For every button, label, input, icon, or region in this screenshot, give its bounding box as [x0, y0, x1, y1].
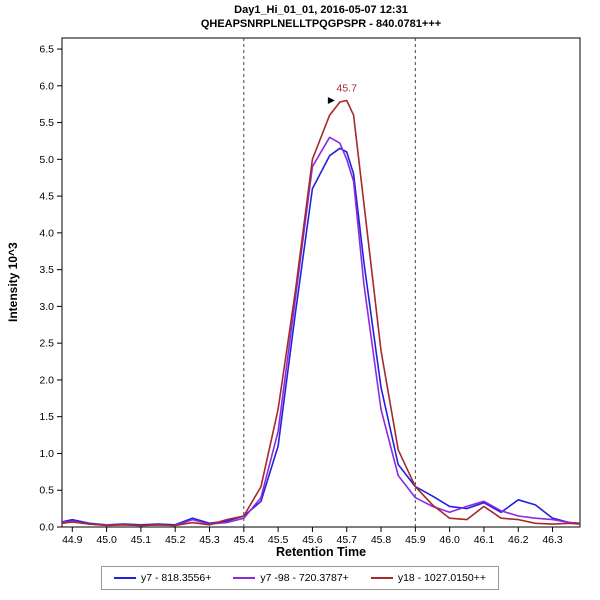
- y-tick-label: 3.5: [39, 264, 54, 276]
- y-tick-label: 4.5: [39, 191, 54, 203]
- peak-rt-annotation: 45.7: [337, 83, 358, 95]
- x-tick-label: 46.2: [508, 534, 529, 546]
- legend-item-y7-98: y7 -98 - 720.3787+: [233, 572, 349, 584]
- legend-swatch-y18: [370, 577, 393, 579]
- y-tick-label: 4.0: [39, 227, 54, 239]
- x-tick-label: 45.1: [131, 534, 152, 546]
- chart-title-peptide: QHEAPSNRPLNELLTPQGPSPR - 840.0781+++: [200, 18, 442, 30]
- y-tick-label: 6.0: [39, 80, 54, 92]
- y-tick-label: 2.5: [39, 338, 54, 350]
- y-tick-label: 1.0: [39, 448, 54, 460]
- y-tick-label: 1.5: [39, 411, 54, 423]
- x-tick-label: 45.6: [302, 534, 323, 546]
- y-tick-label: 0.5: [39, 485, 54, 497]
- x-tick-label: 45.0: [96, 534, 117, 546]
- x-tick-label: 45.3: [199, 534, 220, 546]
- plot-border: [61, 37, 581, 528]
- legend-label-y7: y7 - 818.3556+: [141, 572, 212, 584]
- x-tick-label: 45.8: [371, 534, 392, 546]
- y-tick-label: 5.0: [39, 154, 54, 166]
- legend-label-y18: y18 - 1027.0150++: [397, 572, 486, 584]
- trace-y18-1027-0150-[interactable]: [61, 99, 581, 527]
- chart-title-run: Day1_Hi_01_01, 2016-05-07 12:31: [234, 4, 408, 16]
- trace-y7-98-720-3787-[interactable]: [61, 136, 581, 527]
- legend-swatch-y7: [114, 577, 137, 579]
- y-tick-label: 0.0: [39, 522, 54, 534]
- y-axis-title: Intensity 10^3: [6, 242, 20, 323]
- legend-item-y7: y7 - 818.3556+: [114, 572, 211, 584]
- x-axis-title: Retention Time: [275, 545, 367, 559]
- y-tick-label: 2.0: [39, 374, 54, 386]
- x-tick-label: 45.2: [165, 534, 186, 546]
- peak-marker-icon: [327, 97, 335, 105]
- x-tick-label: 45.4: [234, 534, 255, 546]
- x-tick-label: 45.9: [405, 534, 426, 546]
- legend: y7 - 818.3556+ y7 -98 - 720.3787+ y18 - …: [101, 566, 499, 590]
- y-tick-label: 3.0: [39, 301, 54, 313]
- trace-y7-818-3556-[interactable]: [61, 147, 581, 526]
- y-tick-label: 6.5: [39, 44, 54, 56]
- legend-label-y7-98: y7 -98 - 720.3787+: [260, 572, 349, 584]
- y-tick-label: 5.5: [39, 117, 54, 129]
- x-tick-label: 46.0: [439, 534, 460, 546]
- legend-item-y18: y18 - 1027.0150++: [370, 572, 486, 584]
- legend-swatch-y7-98: [233, 577, 256, 579]
- x-tick-label: 46.1: [474, 534, 495, 546]
- x-tick-label: 45.7: [337, 534, 358, 546]
- x-tick-label: 44.9: [62, 534, 83, 546]
- x-tick-label: 45.5: [268, 534, 289, 546]
- chart-titles: Day1_Hi_01_01, 2016-05-07 12:31 QHEAPSNR…: [62, 3, 580, 31]
- x-tick-label: 46.3: [542, 534, 563, 546]
